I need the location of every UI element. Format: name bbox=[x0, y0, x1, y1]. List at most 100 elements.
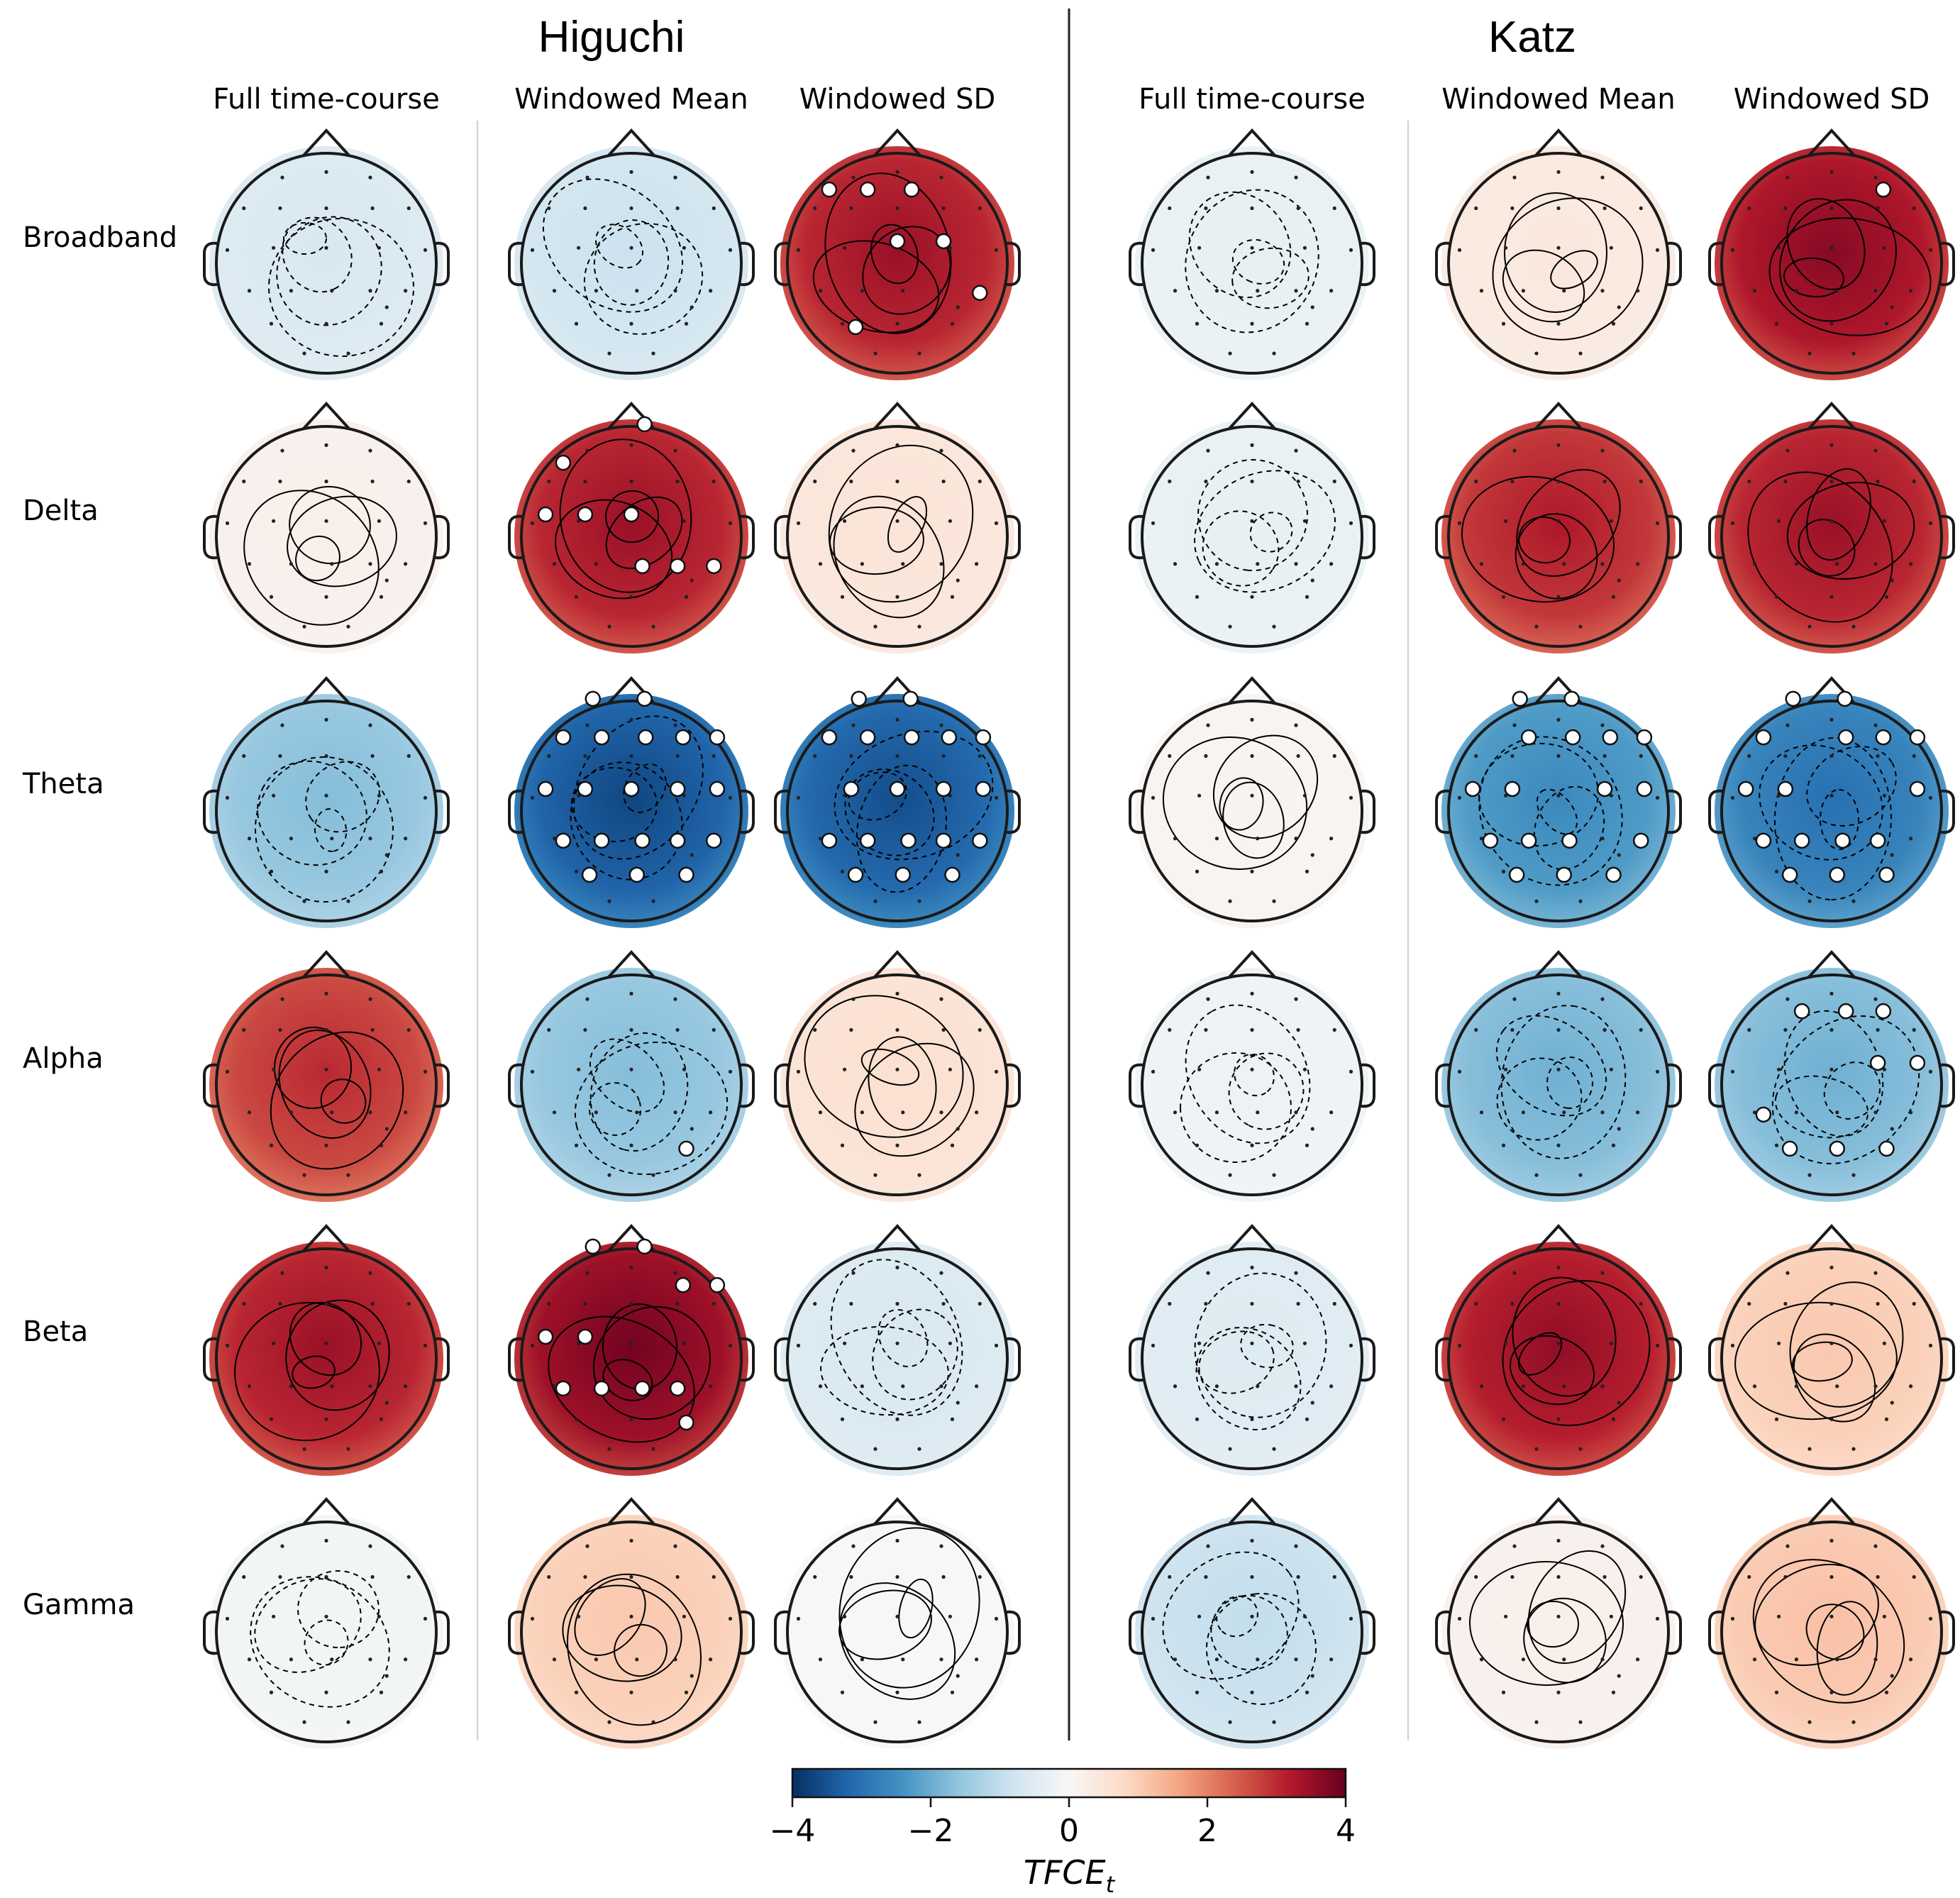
sensor-dot bbox=[1512, 997, 1517, 1001]
group-title-higuchi: Higuchi bbox=[538, 13, 685, 62]
significant-sensor bbox=[537, 506, 554, 523]
topomap-grid bbox=[203, 128, 1955, 1749]
sensor-dot bbox=[950, 1690, 955, 1694]
sensor-dot bbox=[629, 1614, 633, 1618]
topomap-fill bbox=[1441, 694, 1676, 928]
sensor-dot bbox=[1250, 1027, 1254, 1032]
contour-line bbox=[1516, 469, 1621, 577]
sensor-dot bbox=[1305, 1690, 1310, 1694]
sensor-dot bbox=[1609, 1067, 1613, 1071]
sensor-dot bbox=[1479, 289, 1484, 293]
sensor-dot bbox=[368, 1657, 372, 1662]
sensor-dot bbox=[1636, 1657, 1640, 1662]
contour-line bbox=[1461, 475, 1615, 603]
left-ear-outline bbox=[1129, 514, 1144, 560]
sensor-dot bbox=[1747, 206, 1751, 211]
sensor-dot bbox=[956, 305, 960, 309]
sensor-dot bbox=[941, 1574, 946, 1579]
right-ear-outline bbox=[1940, 514, 1955, 560]
significant-sensor bbox=[900, 832, 917, 849]
sensor-dot bbox=[1777, 793, 1781, 798]
topomap-gamma-4 bbox=[1435, 1497, 1682, 1749]
sensor-dot bbox=[840, 595, 845, 599]
sensor-dot bbox=[1600, 1657, 1605, 1662]
significant-sensor bbox=[935, 832, 952, 849]
sensor-dot bbox=[1521, 1384, 1525, 1389]
sensor-dot bbox=[404, 837, 408, 841]
contour-line bbox=[1512, 1276, 1617, 1397]
sensor-dot bbox=[577, 793, 581, 798]
sensor-dot bbox=[690, 305, 694, 309]
sensor-dot bbox=[346, 899, 350, 903]
sensor-dot bbox=[651, 1173, 655, 1177]
head-outline bbox=[786, 1521, 1009, 1743]
sensor-dot bbox=[1197, 519, 1202, 523]
sensor-dot bbox=[1928, 521, 1933, 526]
nose-outline bbox=[302, 402, 350, 430]
sensor-dot bbox=[1296, 1027, 1300, 1032]
contour-line bbox=[1231, 247, 1310, 309]
sensor-dot bbox=[1195, 595, 1200, 599]
sensor-dot bbox=[324, 479, 328, 484]
sensor-dot bbox=[404, 1384, 408, 1389]
contour-line bbox=[588, 1082, 642, 1136]
left-ear-outline bbox=[1435, 241, 1450, 287]
head-outline bbox=[1141, 1247, 1363, 1470]
sensor-dot bbox=[1206, 1271, 1210, 1275]
significant-sensor bbox=[1875, 1003, 1892, 1020]
significant-sensor bbox=[678, 1414, 694, 1431]
sensor-dot bbox=[901, 562, 905, 566]
sensor-dot bbox=[423, 248, 428, 252]
sensor-dot bbox=[1785, 448, 1790, 453]
sensor-dot bbox=[280, 997, 284, 1001]
sensor-dot bbox=[1774, 1417, 1779, 1421]
sensor-dot bbox=[1349, 1343, 1353, 1347]
sensor-dot bbox=[629, 479, 633, 484]
left-ear-outline bbox=[774, 1337, 789, 1382]
sensor-dot bbox=[1173, 289, 1178, 293]
sensor-dot bbox=[377, 793, 382, 798]
sensor-dot bbox=[530, 521, 535, 526]
sensor-dot bbox=[1578, 1447, 1583, 1451]
sensor-dot bbox=[948, 1067, 952, 1071]
sensor-dot bbox=[1655, 248, 1660, 252]
sensor-dot bbox=[1329, 289, 1334, 293]
sensor-dot bbox=[1600, 997, 1605, 1001]
significant-sensor bbox=[859, 181, 876, 198]
sensor-dot bbox=[941, 206, 946, 211]
sensor-dot bbox=[302, 351, 306, 355]
sensor-dot bbox=[1151, 1069, 1156, 1074]
sensor-dot bbox=[1829, 170, 1834, 174]
significant-sensor bbox=[975, 729, 992, 746]
sensor-dot bbox=[1294, 723, 1298, 727]
sensor-dot bbox=[1206, 997, 1210, 1001]
sensor-dot bbox=[1195, 1143, 1200, 1147]
significant-sensor bbox=[847, 866, 864, 883]
sensor-dot bbox=[585, 723, 589, 727]
sensor-dot bbox=[302, 1447, 306, 1451]
sensor-dot bbox=[423, 1343, 428, 1347]
nose-outline bbox=[1807, 1224, 1856, 1252]
sensor-dot bbox=[1556, 595, 1561, 599]
contour-line bbox=[1478, 736, 1623, 886]
sensor-dot bbox=[379, 1417, 384, 1421]
sensor-dot bbox=[1332, 206, 1336, 211]
significant-sensor bbox=[935, 780, 952, 798]
sensor-dot bbox=[1829, 717, 1834, 722]
topomap-alpha-2 bbox=[774, 950, 1021, 1202]
significant-sensor bbox=[555, 1380, 572, 1397]
sensor-dot bbox=[530, 248, 535, 252]
contour-line bbox=[1786, 198, 1866, 290]
sensor-dot bbox=[404, 562, 408, 566]
sensor-dot bbox=[1851, 624, 1856, 629]
topomap-fill bbox=[1715, 968, 1949, 1202]
sensor-dot bbox=[379, 595, 384, 599]
sensor-dot bbox=[709, 1657, 713, 1662]
sensor-dot bbox=[675, 1301, 680, 1306]
sensor-dot bbox=[1835, 562, 1839, 566]
sensor-dot bbox=[1794, 1110, 1798, 1115]
sensor-dot bbox=[1562, 289, 1566, 293]
head-outline bbox=[520, 425, 743, 648]
significant-sensor bbox=[678, 866, 694, 883]
sensor-dot bbox=[1556, 1538, 1561, 1543]
